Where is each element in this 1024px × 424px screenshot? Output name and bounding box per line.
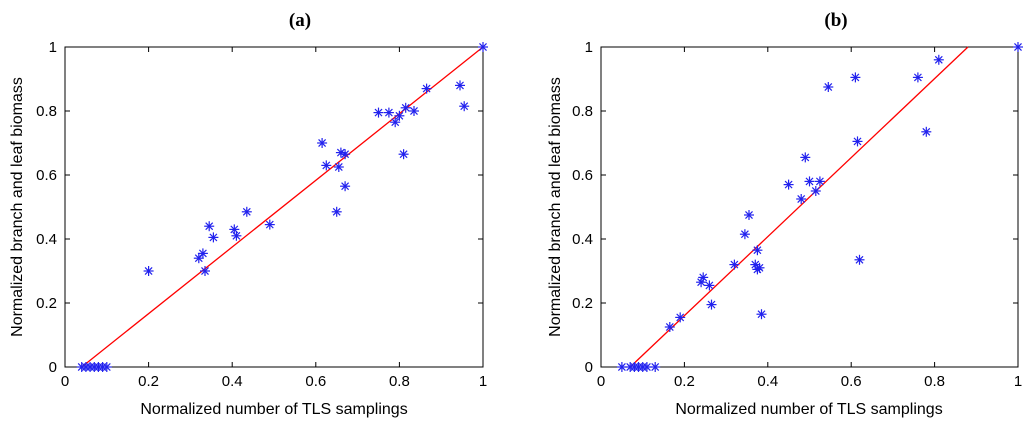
panel-b-data-point <box>912 72 923 83</box>
panel-b-data-point <box>752 245 763 256</box>
panel-a-data-point <box>340 149 351 160</box>
panel-b-y-axis-label: Normalized branch and leaf biomass <box>547 77 564 337</box>
panel-b-y-tick-label: 0.2 <box>572 295 593 312</box>
panel-a-fit-line <box>81 46 484 368</box>
panel-a-data-point <box>101 362 112 372</box>
panel-b-x-tick-label: 1 <box>1014 373 1022 390</box>
panel-b-data-point <box>814 176 825 187</box>
panel-b-y-ticks: 0 0.2 0.4 0.6 0.8 1 <box>572 39 1018 376</box>
panel-a-data-point <box>208 232 219 243</box>
panel-a-data-point <box>459 101 470 112</box>
panel-b-x-tick-label: 0.4 <box>757 373 778 390</box>
panel-a-data-point <box>335 147 346 158</box>
panel-b-x-axis-label: Normalized number of TLS samplings <box>675 401 942 418</box>
panel-a-data-point <box>394 110 405 121</box>
panel-b-data-point <box>850 72 861 83</box>
panel-a-y-tick-label: 0.8 <box>36 103 57 120</box>
panel-a-data-point <box>398 149 409 160</box>
panel-b-data-point <box>616 362 627 372</box>
panel-a-data-point <box>317 138 328 148</box>
panel-b-data-point <box>704 280 715 291</box>
panel-b-data-point <box>675 312 686 323</box>
panel-b-data-point <box>800 152 811 163</box>
panel-b-data-point <box>641 362 652 372</box>
panel-b-data-point <box>650 362 661 372</box>
panel-a-data-point <box>390 117 401 128</box>
panel-a-data-point <box>197 248 208 259</box>
panel-b-data-point <box>1013 42 1023 52</box>
panel-a-x-ticks: 0 0.2 0.4 0.6 0.8 1 <box>61 47 487 390</box>
panel-b-data-point <box>804 176 815 187</box>
panel-a-data-point <box>241 206 252 217</box>
panel-a-x-tick-label: 0 <box>61 373 69 390</box>
panel-b-y-tick-label: 1 <box>585 39 593 56</box>
panel-a-x-tick-label: 0.4 <box>222 373 243 390</box>
panel-b-x-tick-label: 0.8 <box>924 373 945 390</box>
panel-a-data-point <box>373 107 384 118</box>
panel-b-data-point <box>698 272 709 283</box>
panel-a-data-point <box>143 266 154 276</box>
panel-a-data-point <box>321 160 332 171</box>
panel-a-y-tick-label: 0.4 <box>36 231 57 248</box>
panel-b-x-tick-label: 0.6 <box>841 373 862 390</box>
panel-b-data-point <box>796 194 807 204</box>
panel-b-fit-line <box>629 46 969 368</box>
panel-a-data-point <box>409 106 419 116</box>
panel-b-data-point <box>706 299 717 310</box>
panel-b-axes-box <box>600 46 1019 368</box>
panel-b-data-point <box>739 229 750 240</box>
panel-b-x-tick-label: 0.2 <box>674 373 695 390</box>
panel-b-data-point <box>852 136 863 147</box>
panel-a-x-tick-label: 1 <box>479 373 487 390</box>
panel-b-data-point <box>756 309 767 320</box>
panel-a-x-tick-label: 0.6 <box>305 373 326 390</box>
panel-a-data-point <box>331 206 342 217</box>
panel-b-x-ticks: 0 0.2 0.4 0.6 0.8 1 <box>597 47 1022 390</box>
panel-b-data-point <box>921 126 932 137</box>
panel-a-data-point <box>421 83 432 94</box>
panel-b-data-point <box>744 210 754 220</box>
panel-a: (a) 0 0.2 0.4 0.6 0.8 1 0 0.2 0.4 0.6 0.8 1 Normal… <box>9 10 488 418</box>
panel-b-points <box>616 42 1023 372</box>
panel-a-x-axis-label: Normalized number of TLS samplings <box>140 401 407 418</box>
panel-b-y-tick-label: 0.8 <box>572 103 593 120</box>
panel-a-data-point <box>340 181 351 192</box>
panel-b-y-tick-label: 0 <box>585 359 593 376</box>
panel-a-y-tick-label: 0.6 <box>36 167 57 184</box>
panel-a-title: (a) <box>289 10 311 31</box>
panel-a-data-point <box>200 266 210 276</box>
panel-a-y-axis-label: Normalized branch and leaf biomass <box>9 77 26 337</box>
panel-b-y-tick-label: 0.4 <box>572 231 593 248</box>
panel-a-y-tick-label: 0.2 <box>36 295 57 312</box>
panel-b-data-point <box>933 54 944 65</box>
panel-a-points <box>76 42 488 372</box>
panel-a-data-point <box>478 42 488 52</box>
panel-a-data-point <box>400 102 411 113</box>
panel-a-data-point <box>204 221 215 232</box>
panel-b-data-point <box>854 254 865 265</box>
panel-b-x-tick-label: 0 <box>597 373 605 390</box>
panel-b-title: (b) <box>824 10 847 31</box>
panel-b-data-point <box>754 262 765 273</box>
panel-a-y-tick-label: 1 <box>49 39 57 56</box>
panel-a-x-tick-label: 0.2 <box>138 373 159 390</box>
panel-b-data-point <box>729 259 740 270</box>
panel-a-data-point <box>264 219 275 230</box>
panel-b: (b) 0 0.2 0.4 0.6 0.8 1 0 0.2 0.4 0.6 0.8 1 Normal… <box>547 10 1023 418</box>
panel-a-data-point <box>333 162 344 172</box>
panel-b-y-tick-label: 0.6 <box>572 167 593 184</box>
panel-a-data-point <box>455 80 465 91</box>
panel-b-data-point <box>823 82 834 92</box>
panel-a-data-point <box>231 230 242 241</box>
panel-b-data-point <box>810 186 821 196</box>
panel-a-y-tick-label: 0 <box>49 359 57 376</box>
panel-a-data-point <box>383 107 394 118</box>
panel-a-y-ticks: 0 0.2 0.4 0.6 0.8 1 <box>36 39 483 376</box>
panel-b-data-point <box>664 322 675 332</box>
panel-a-x-tick-label: 0.8 <box>389 373 410 390</box>
panel-a-axes-box <box>64 46 484 368</box>
panel-b-data-point <box>783 179 794 190</box>
